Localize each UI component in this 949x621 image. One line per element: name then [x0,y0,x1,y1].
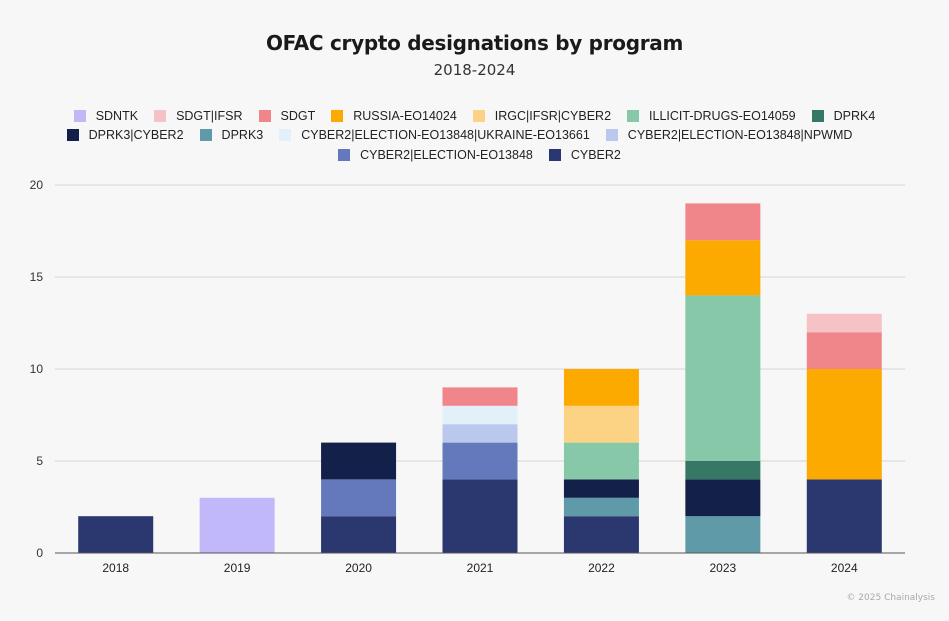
legend-swatch [338,148,351,161]
bar-segment-2023-illicit-drugs-eo14059 [685,295,761,461]
bar-segment-2021-cyber2 [442,479,518,553]
bar-segment-2023-dprk3 [685,516,761,553]
bar-segment-2022-russia-eo14024 [563,369,639,406]
legend-swatch [811,109,824,122]
copyright-credit: © 2025 Chainalysis [846,593,935,603]
bar-segment-2022-dprk3-cyber2 [563,479,639,498]
legend-label: ILLICIT-DRUGS-EO14059 [649,108,796,123]
x-tick-label: 2024 [831,561,858,575]
bar-segment-2022-irgc-ifsr-cyber2 [563,405,639,443]
legend-label: DPRK3|CYBER2 [88,128,184,143]
bar-segment-2024-russia-eo14024 [806,369,882,480]
legend-label: SDGT|IFSR [176,108,243,123]
x-tick-label: 2022 [588,561,615,575]
bar-segment-2021-cyber2-election-eo13848-ukraine-eo13661 [442,405,518,425]
legend-item-sdgt[interactable]: SDGT [258,108,316,123]
chart-title: OFAC crypto designations by program [265,31,684,55]
legend-row: DPRK3|CYBER2 DPRK3 CYBER2|ELECTION-EO13848… [0,126,949,146]
legend-item-sdgt-ifsr[interactable]: SDGT|IFSR [154,108,243,123]
bar-segment-2018-cyber2 [78,516,154,553]
legend-item-cyber2-election-eo13848-npwmd[interactable]: CYBER2|ELECTION-EO13848|NPWMD [605,128,853,143]
x-tick-label: 2023 [710,561,737,575]
legend-swatch [258,109,271,122]
legend-item-irgc-ifsr-cyber2[interactable]: IRGC|IFSR|CYBER2 [472,108,612,123]
bar-segment-2024-sdgt [806,332,882,369]
legend-item-illicit-drugs-eo14059[interactable]: ILLICIT-DRUGS-EO14059 [627,109,796,123]
y-tick-label: 5 [36,454,43,468]
legend-label: CYBER2|ELECTION-EO13848|UKRAINE-EO13661 [301,128,590,143]
bar-segment-2021-cyber2-election-eo13848-npwmd [442,424,518,443]
legend-item-cyber2-election-eo13848[interactable]: CYBER2|ELECTION-EO13848 [338,148,533,162]
legend-label: SDNTK [95,108,139,123]
y-tick-label: 10 [30,362,44,376]
legend-swatch [605,129,618,142]
bar-segment-2022-illicit-drugs-eo14059 [563,442,639,480]
chart-subtitle: 2018-2024 [433,61,516,79]
bar-segment-2020-dprk3-cyber2 [321,442,397,480]
legend-item-cyber2-election-eo13848-ukraine-eo13661[interactable]: CYBER2|ELECTION-EO13848|UKRAINE-EO13661 [279,128,590,142]
legend-swatch [472,109,485,122]
bar-segment-2023-russia-eo14024 [685,240,761,296]
legend-label: SDGT [280,108,316,123]
bar-segment-2023-sdgt [685,203,761,241]
y-tick-label: 0 [36,546,43,560]
bar-segment-2022-cyber2 [563,516,639,553]
legend-item-cyber2[interactable]: CYBER2 [548,147,621,162]
legend-swatch [331,109,344,122]
bar-segment-2024-sdgt-ifsr [806,313,882,333]
legend-item-sdntk[interactable]: SDNTK [73,108,139,123]
legend-swatch [627,109,640,122]
x-tick-label: 2019 [224,561,251,575]
legend-swatch [279,129,292,142]
x-tick-label: 2018 [102,561,129,575]
legend-row: SDNTK SDGT|IFSR SDGT RUSSIA-EO14024 IRGC|IFS… [0,106,949,126]
legend-label: DPRK4 [833,108,876,123]
legend-label: DPRK3 [221,128,264,143]
y-tick-label: 20 [30,178,44,192]
legend-item-dprk4[interactable]: DPRK4 [811,108,876,123]
bar-segment-2020-cyber2 [321,516,397,553]
legend-swatch [548,148,561,161]
legend-item-dprk3-cyber2[interactable]: DPRK3|CYBER2 [66,128,184,143]
legend-item-dprk3[interactable]: DPRK3 [199,128,264,143]
x-tick-label: 2021 [467,561,494,575]
bar-segment-2024-cyber2 [806,479,882,553]
legend-swatch [154,109,167,122]
legend-label: CYBER2|ELECTION-EO13848 [360,147,533,162]
legend-swatch [66,129,79,142]
legend-label: IRGC|IFSR|CYBER2 [494,108,612,123]
bar-segment-2021-cyber2-election-eo13848 [442,442,518,480]
legend-row: CYBER2|ELECTION-EO13848 CYBER2 [10,145,949,165]
bar-segment-2023-dprk3-cyber2 [685,479,761,517]
legend: SDNTK SDGT|IFSR SDGT RUSSIA-EO14024 IRGC|IFS… [0,106,949,165]
bar-segment-2021-sdgt [442,387,518,406]
legend-swatch [73,109,86,122]
x-tick-label: 2020 [345,561,372,575]
bar-segment-2020-cyber2-election-eo13848 [321,479,397,517]
legend-label: CYBER2|ELECTION-EO13848|NPWMD [627,128,853,143]
y-tick-label: 15 [30,270,44,284]
bar-segment-2019-sdntk [199,497,275,553]
legend-label: RUSSIA-EO14024 [353,108,457,123]
bar-segment-2023-dprk4 [685,461,761,480]
legend-item-russia-eo14024[interactable]: RUSSIA-EO14024 [331,109,457,123]
bar-segment-2022-dprk3 [563,497,639,517]
legend-label: CYBER2 [570,147,621,162]
legend-swatch [199,129,212,142]
